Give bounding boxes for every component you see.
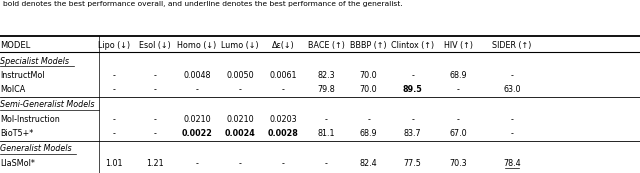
Text: 67.0: 67.0 [449,129,467,138]
Text: Specialist Models: Specialist Models [0,57,69,66]
Text: -: - [154,71,156,80]
Text: -: - [196,85,198,94]
Text: Generalist Models: Generalist Models [0,144,72,153]
Text: -: - [457,85,460,94]
Text: bold denotes the best performance overall, and underline denotes the best perfor: bold denotes the best performance overal… [3,1,403,7]
Text: BioT5+*: BioT5+* [0,129,33,138]
Text: 0.0203: 0.0203 [269,115,297,124]
Text: Δε(↓): Δε(↓) [271,41,294,50]
Text: Clintox (↑): Clintox (↑) [391,41,435,50]
Text: -: - [113,71,115,80]
Text: -: - [325,159,328,168]
Text: 1.01: 1.01 [105,159,123,168]
Text: SIDER (↑): SIDER (↑) [492,41,532,50]
Text: MODEL: MODEL [0,41,30,50]
Text: 0.0024: 0.0024 [225,129,255,138]
Text: InstructMol: InstructMol [0,71,45,80]
Text: Esol (↓): Esol (↓) [139,41,171,50]
Text: 63.0: 63.0 [503,85,521,94]
Text: BACE (↑): BACE (↑) [308,41,345,50]
Text: 79.8: 79.8 [317,85,335,94]
Text: 0.0028: 0.0028 [268,129,298,138]
Text: 89.5: 89.5 [403,85,422,94]
Text: -: - [154,115,156,124]
Text: 70.0: 70.0 [360,71,378,80]
Text: 78.4: 78.4 [503,159,521,168]
Text: 68.9: 68.9 [449,71,467,80]
Text: -: - [367,115,370,124]
Text: 70.3: 70.3 [449,159,467,168]
Text: 0.0061: 0.0061 [269,71,296,80]
Text: BBBP (↑): BBBP (↑) [350,41,387,50]
Text: -: - [113,129,115,138]
Text: -: - [511,71,513,80]
Text: HIV (↑): HIV (↑) [444,41,473,50]
Text: -: - [282,85,284,94]
Text: -: - [154,129,156,138]
Text: 70.0: 70.0 [360,85,378,94]
Text: Semi-Generalist Models: Semi-Generalist Models [0,100,95,109]
Text: Lumo (↓): Lumo (↓) [221,41,259,50]
Text: MolCA: MolCA [0,85,25,94]
Text: 0.0022: 0.0022 [182,129,212,138]
Text: LlaSMol*: LlaSMol* [0,159,35,168]
Text: -: - [239,85,241,94]
Text: -: - [457,115,460,124]
Text: -: - [511,129,513,138]
Text: 0.0210: 0.0210 [183,115,211,124]
Text: 81.1: 81.1 [317,129,335,138]
Text: -: - [196,159,198,168]
Text: 82.3: 82.3 [317,71,335,80]
Text: Mol-Instruction: Mol-Instruction [0,115,60,124]
Text: 0.0048: 0.0048 [184,71,211,80]
Text: 68.9: 68.9 [360,129,378,138]
Text: 0.0210: 0.0210 [226,115,254,124]
Text: Lipo (↓): Lipo (↓) [98,41,130,50]
Text: -: - [282,159,284,168]
Text: 82.4: 82.4 [360,159,378,168]
Text: 0.0050: 0.0050 [226,71,254,80]
Text: 77.5: 77.5 [404,159,422,168]
Text: -: - [239,159,241,168]
Text: -: - [113,115,115,124]
Text: -: - [325,115,328,124]
Text: -: - [154,85,156,94]
Text: Homo (↓): Homo (↓) [177,41,217,50]
Text: -: - [511,115,513,124]
Text: -: - [412,115,414,124]
Text: 1.21: 1.21 [146,159,164,168]
Text: -: - [412,71,414,80]
Text: -: - [113,85,115,94]
Text: 83.7: 83.7 [404,129,422,138]
